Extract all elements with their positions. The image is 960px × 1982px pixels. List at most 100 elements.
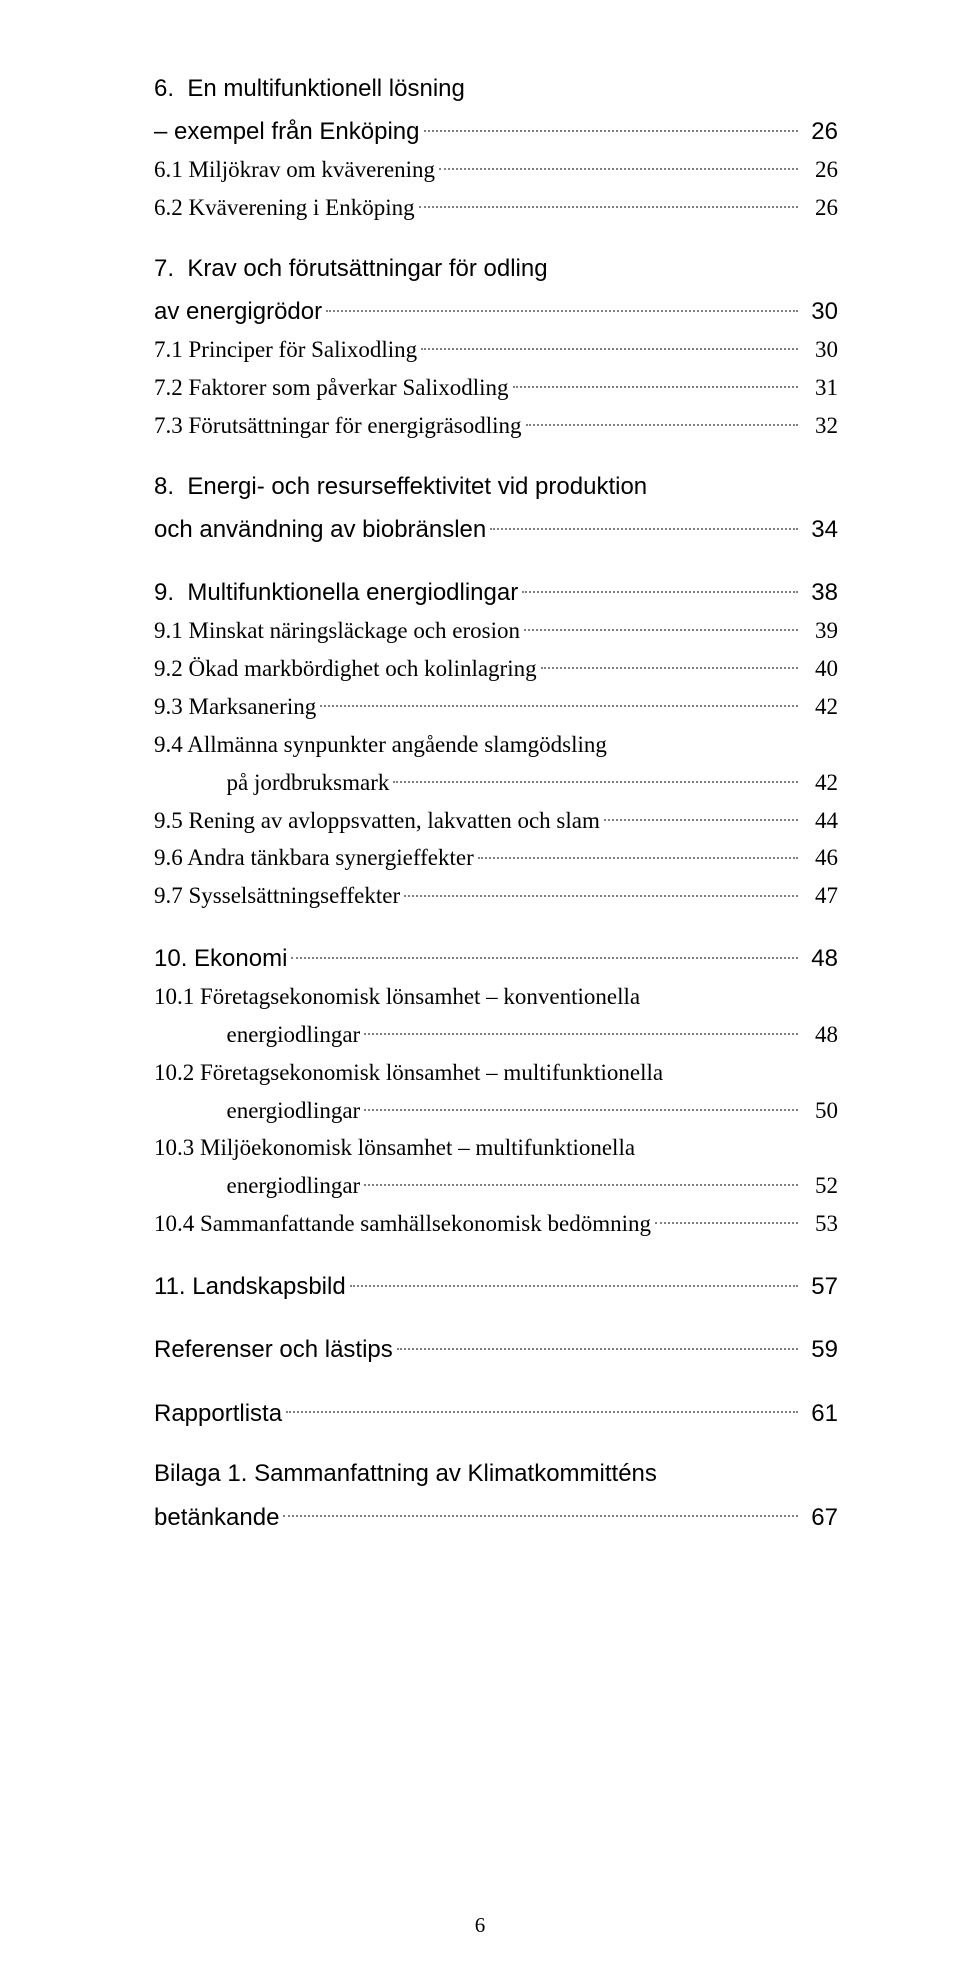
toc-page-number: 26 (802, 190, 838, 226)
toc-label: 8. Energi- och resurseffektivitet vid pr… (154, 470, 647, 505)
toc-page-number: 59 (802, 1333, 838, 1368)
toc-label: 11. Landskapsbild (154, 1270, 346, 1305)
toc-sub-row: 9.7 Sysselsättningseffekter47 (154, 878, 838, 914)
toc-label: betänkande (154, 1501, 279, 1536)
toc-label: Referenser och lästips (154, 1333, 393, 1368)
toc-label: 9.3 Marksanering (154, 689, 316, 725)
dot-leader (393, 764, 798, 789)
toc-sub-row: 6.1 Miljökrav om kväverening 26 (154, 152, 838, 188)
toc-page-number: 30 (802, 332, 838, 368)
toc-label: 9.2 Ökad markbördighet och kolinlagring (154, 651, 537, 687)
toc-page-number: 67 (802, 1501, 838, 1536)
toc-heading-row: 6. En multifunktionell lösning (154, 72, 838, 107)
toc-label: 10.3 Miljöekonomisk lönsamhet – multifun… (154, 1130, 635, 1166)
toc-page-number: 26 (802, 152, 838, 188)
dot-leader (350, 1268, 798, 1294)
toc-heading-row: 11. Landskapsbild 57 (154, 1268, 838, 1305)
toc-heading-row: Rapportlista 61 (154, 1394, 838, 1431)
toc-heading-row: 9. Multifunktionella energiodlingar 38 (154, 574, 838, 611)
toc-sub-row: 6.2 Kväverening i Enköping 26 (154, 190, 838, 226)
dot-leader (320, 689, 798, 714)
toc-sub-row: 7.3 Förutsättningar för energigräsodling… (154, 408, 838, 444)
toc-page-number: 44 (802, 803, 838, 839)
toc-label: 9.4 Allmänna synpunkter angående slamgöd… (154, 727, 607, 763)
toc-sub-row: 9.1 Minskat näringsläckage och erosion39 (154, 613, 838, 649)
dot-leader (404, 878, 798, 903)
toc-sub-row: energiodlingar52 (154, 1168, 838, 1204)
toc-page-number: 40 (802, 651, 838, 687)
toc-label: 10.2 Företagsekonomisk lönsamhet – multi… (154, 1055, 663, 1091)
dot-leader (655, 1206, 798, 1231)
dot-leader (541, 651, 798, 676)
toc-label: 6. En multifunktionell lösning (154, 72, 465, 107)
toc-sub-row: på jordbruksmark 42 (154, 764, 838, 800)
toc-section: 11. Landskapsbild 57 (154, 1268, 838, 1305)
dot-leader (526, 408, 798, 433)
toc-label: och användning av biobränslen (154, 513, 486, 548)
toc-section: 9. Multifunktionella energiodlingar389.1… (154, 574, 838, 914)
toc-label: 10.4 Sammanfattande samhällsekonomisk be… (154, 1206, 651, 1242)
toc-section: 8. Energi- och resurseffektivitet vid pr… (154, 470, 838, 548)
toc-section: 7. Krav och förutsättningar för odling av… (154, 252, 838, 444)
dot-leader (286, 1394, 798, 1420)
toc-label: 9.6 Andra tänkbara synergieffekter (154, 840, 474, 876)
toc-label: 9.1 Minskat näringsläckage och erosion (154, 613, 520, 649)
toc-sub-row: 9.5 Rening av avloppsvatten, lakvatten o… (154, 802, 838, 838)
toc-page-number: 38 (802, 576, 838, 611)
toc-label: – exempel från Enköping (154, 115, 420, 150)
dot-leader (524, 613, 798, 638)
toc-label: Bilaga 1. Sammanfattning av Klimatkommit… (154, 1457, 657, 1492)
toc-sub-row: energiodlingar50 (154, 1092, 838, 1128)
toc-label: Rapportlista (154, 1397, 282, 1432)
toc-section: 6. En multifunktionell lösning – exempel … (154, 72, 838, 226)
toc-label-continuation: energiodlingar (154, 1093, 360, 1129)
page-number-footer: 6 (0, 1913, 960, 1938)
toc-label: 9. Multifunktionella energiodlingar (154, 576, 518, 611)
toc-appendix-block: Bilaga 1. Sammanfattning av Klimatkommit… (154, 1457, 838, 1535)
toc-page-number: 30 (802, 295, 838, 330)
dot-leader (604, 802, 798, 827)
toc-sub-row: 7.1 Principer för Salixodling 30 (154, 332, 838, 368)
toc-page-number: 46 (802, 840, 838, 876)
toc-label: 7.2 Faktorer som påverkar Salixodling (154, 370, 509, 406)
toc-label: 7.1 Principer för Salixodling (154, 332, 417, 368)
toc-sub-row: 7.2 Faktorer som påverkar Salixodling31 (154, 370, 838, 406)
dot-leader (364, 1017, 798, 1042)
toc-label: 9.5 Rening av avloppsvatten, lakvatten o… (154, 803, 600, 839)
dot-leader (364, 1168, 798, 1193)
toc-heading-row: och användning av biobränslen 34 (154, 510, 838, 547)
toc-sub-row: energiodlingar48 (154, 1017, 838, 1053)
toc-sub-row: 9.6 Andra tänkbara synergieffekter 46 (154, 840, 838, 876)
toc-page-number: 57 (802, 1270, 838, 1305)
dot-leader (439, 152, 798, 177)
toc-page-number: 48 (802, 942, 838, 977)
toc-sub-row: 9.4 Allmänna synpunkter angående slamgöd… (154, 727, 838, 763)
toc-page-number: 42 (802, 689, 838, 725)
dot-leader (522, 574, 798, 600)
toc-sub-row: 10.3 Miljöekonomisk lönsamhet – multifun… (154, 1130, 838, 1166)
dot-leader (478, 840, 798, 865)
toc-label: av energigrödor (154, 295, 322, 330)
toc-page-number: 47 (802, 878, 838, 914)
dot-leader (513, 370, 798, 395)
toc-page-number: 34 (802, 513, 838, 548)
toc-page-number: 61 (802, 1397, 838, 1432)
toc-heading-row: av energigrödor 30 (154, 293, 838, 330)
toc-label: 7.3 Förutsättningar för energigräsodling (154, 408, 522, 444)
toc-page-number: 26 (802, 115, 838, 150)
toc-label: 6.1 Miljökrav om kväverening (154, 152, 435, 188)
toc-label-continuation: på jordbruksmark (154, 765, 389, 801)
dot-leader (364, 1092, 798, 1117)
toc-sub-row: 10.1 Företagsekonomisk lönsamhet – konve… (154, 979, 838, 1015)
toc-heading-row: – exempel från Enköping 26 (154, 113, 838, 150)
toc-label: 7. Krav och förutsättningar för odling (154, 252, 548, 287)
table-of-contents: 6. En multifunktionell lösning – exempel … (154, 72, 838, 1535)
toc-section: 10. Ekonomi4810.1 Företagsekonomisk löns… (154, 940, 838, 1242)
dot-leader (421, 332, 798, 357)
toc-sub-row: 10.2 Företagsekonomisk lönsamhet – multi… (154, 1055, 838, 1091)
toc-heading-row: 8. Energi- och resurseffektivitet vid pr… (154, 470, 838, 505)
toc-section: Rapportlista 61 (154, 1394, 838, 1431)
toc-label: 6.2 Kväverening i Enköping (154, 190, 415, 226)
toc-page-number: 42 (802, 765, 838, 801)
toc-heading-row: 7. Krav och förutsättningar för odling (154, 252, 838, 287)
